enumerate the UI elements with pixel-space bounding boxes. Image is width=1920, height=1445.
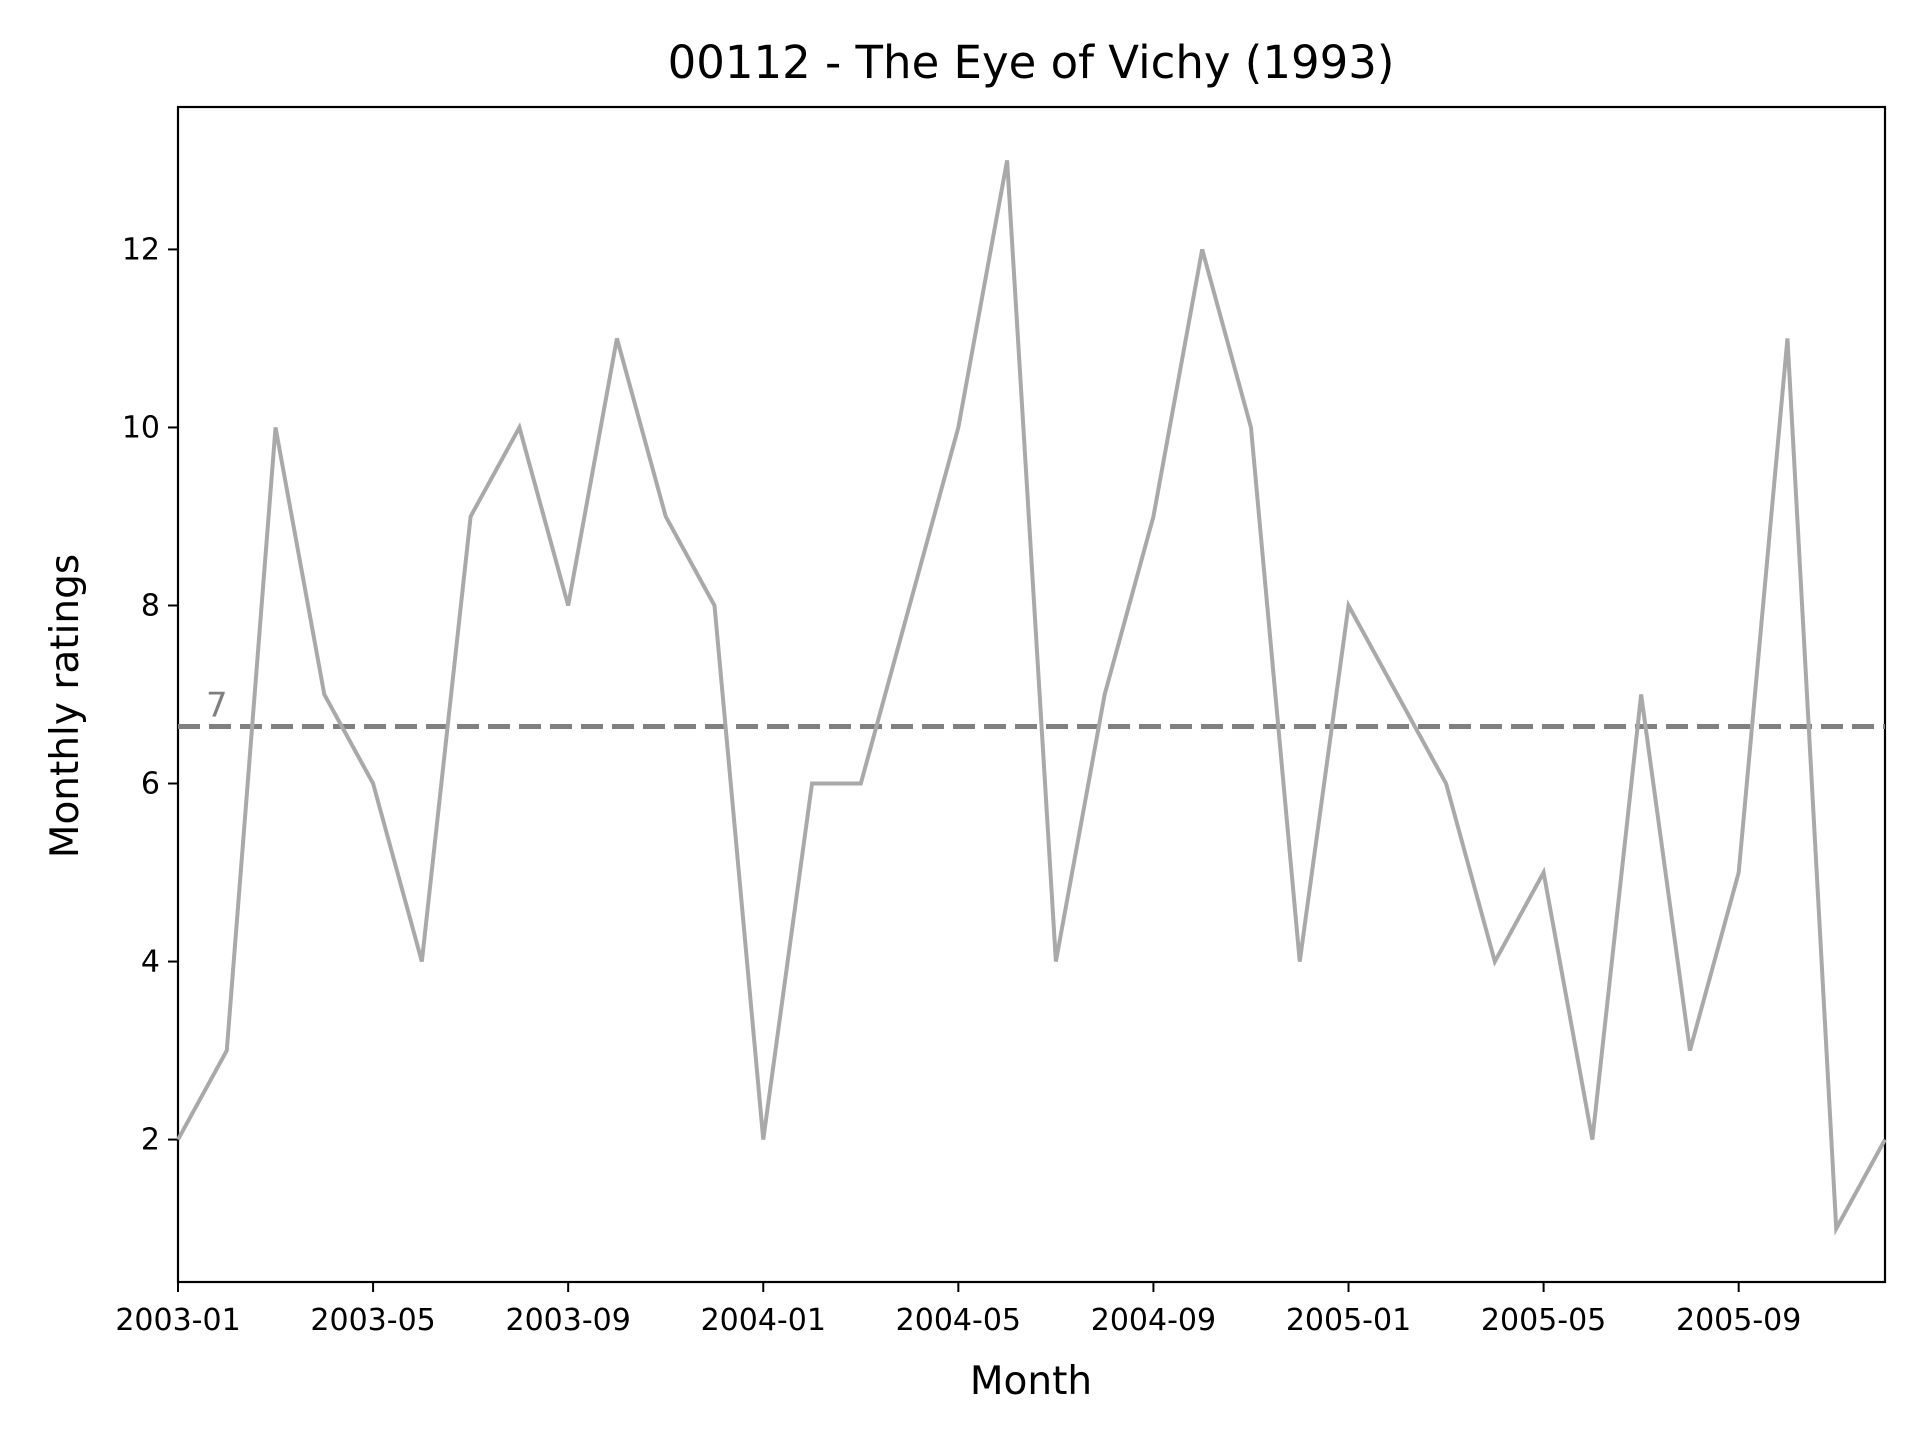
x-tick-label: 2003-05 xyxy=(310,1303,435,1338)
reference-line-label: 7 xyxy=(206,686,228,726)
x-tick-label: 2005-01 xyxy=(1286,1303,1411,1338)
x-tick-label: 2003-01 xyxy=(115,1303,240,1338)
x-tick-label: 2003-09 xyxy=(505,1303,630,1338)
y-tick-label: 6 xyxy=(141,767,160,802)
x-axis-label: Month xyxy=(970,1359,1092,1404)
y-tick-label: 12 xyxy=(122,232,160,267)
plot-area: 2 4 6 8 10 12 2003-01 2003-05 2003-09 2004-01 2004… xyxy=(115,107,1885,1338)
y-axis-label: Monthly ratings xyxy=(43,554,88,858)
x-tick-label: 2005-05 xyxy=(1481,1303,1606,1338)
y-tick-label: 10 xyxy=(122,410,160,445)
y-tick-label: 8 xyxy=(141,588,160,623)
plot-frame xyxy=(178,107,1885,1282)
y-tick-label: 2 xyxy=(141,1123,160,1158)
series-line xyxy=(178,160,1885,1228)
y-tick-label: 4 xyxy=(141,945,160,980)
x-tick-label: 2004-09 xyxy=(1091,1303,1216,1338)
x-tick-label: 2005-09 xyxy=(1676,1303,1801,1338)
chart-title: 00112 - The Eye of Vichy (1993) xyxy=(668,36,1395,89)
x-tick-label: 2004-05 xyxy=(896,1303,1021,1338)
x-tick-label: 2004-01 xyxy=(701,1303,826,1338)
